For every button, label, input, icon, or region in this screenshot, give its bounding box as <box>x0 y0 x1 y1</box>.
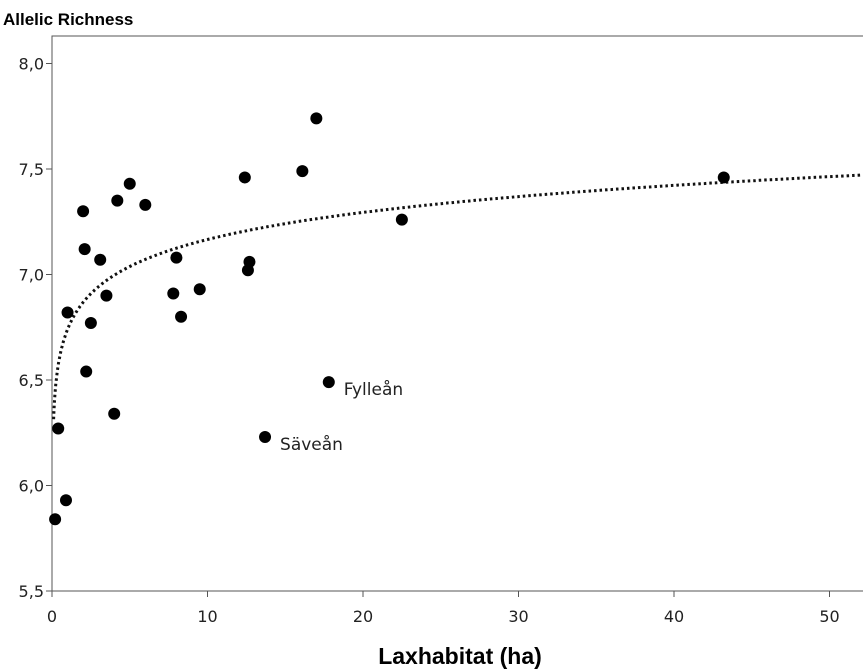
x-tick-label: 0 <box>47 607 57 626</box>
data-point <box>84 317 97 330</box>
data-point <box>59 494 72 507</box>
x-axis-label: Laxhabitat (ha) <box>378 643 542 669</box>
y-tick-label: 7,0 <box>19 266 44 285</box>
data-point <box>175 310 188 323</box>
y-tick-label: 8,0 <box>19 55 44 74</box>
point-annotations: Säveån Fylleån <box>280 379 403 455</box>
data-point <box>108 407 121 420</box>
data-point <box>100 289 113 302</box>
y-tick-label: 6,5 <box>19 371 44 390</box>
data-point <box>322 376 335 389</box>
data-point <box>238 171 251 184</box>
data-points <box>49 112 730 526</box>
data-point <box>49 513 62 526</box>
x-tick-label: 20 <box>353 607 373 626</box>
data-point <box>123 177 136 190</box>
plot-area <box>51 35 863 592</box>
data-point <box>61 306 74 319</box>
axis-ticks: 0 10 20 30 40 50 5,5 6,0 6,5 7,0 7,5 8,0 <box>19 55 840 627</box>
data-point <box>52 422 65 435</box>
data-point <box>167 287 180 300</box>
y-tick-label: 5,5 <box>19 582 44 601</box>
x-tick-label: 40 <box>664 607 684 626</box>
x-tick-label: 30 <box>508 607 528 626</box>
point-label: Säveån <box>280 434 343 455</box>
data-point <box>170 251 183 264</box>
y-tick-label: 6,0 <box>19 477 44 496</box>
data-point <box>80 365 93 378</box>
data-point <box>717 171 730 184</box>
y-tick-label: 7,5 <box>19 160 44 179</box>
data-point <box>395 213 408 226</box>
fit-line <box>52 173 861 420</box>
data-point <box>77 205 90 218</box>
data-point <box>111 194 124 207</box>
data-point <box>78 243 91 256</box>
data-point <box>139 198 152 211</box>
x-tick-label: 10 <box>197 607 217 626</box>
data-point <box>94 253 107 266</box>
data-point <box>259 430 272 443</box>
data-point <box>310 112 323 125</box>
data-point <box>243 255 256 268</box>
x-tick-label: 50 <box>819 607 839 626</box>
data-point <box>296 165 309 178</box>
data-point <box>193 283 206 296</box>
point-label: Fylleån <box>344 379 403 400</box>
y-axis-label: Allelic Richness <box>3 10 133 29</box>
